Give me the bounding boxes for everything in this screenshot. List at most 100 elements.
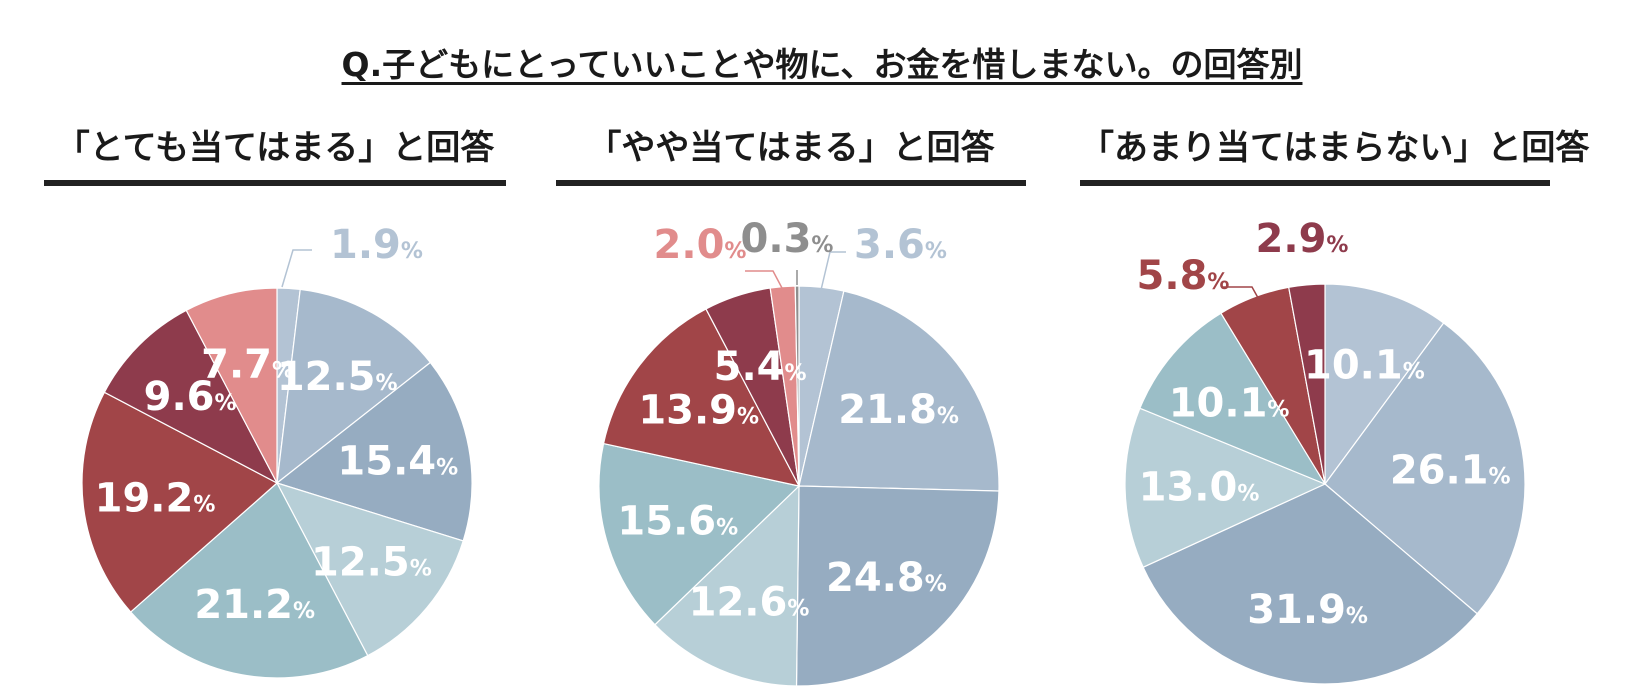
pie-1-slice-3: [275, 361, 473, 542]
panel-title-1: 「とても当てはまる」と回答: [55, 128, 495, 168]
pie-1-label-1: 1.9%: [330, 222, 423, 268]
pie-1-label-3: 15.4%: [337, 439, 458, 485]
pie-2-label-1-value: 3.6: [854, 222, 925, 268]
pie-2-label-6: 13.9%: [638, 388, 759, 434]
pie-3-label-2-unit: %: [1489, 465, 1511, 490]
pie-1-leader-1: [281, 249, 312, 288]
pie-chart-2: 3.6%21.8%24.8%12.6%15.6%13.9%5.4%2.0%0.3…: [598, 216, 1000, 687]
pie-3-slice-1: [1324, 283, 1445, 486]
pie-2-label-7-unit: %: [785, 361, 807, 386]
pie-3-label-1: 10.1%: [1304, 342, 1425, 388]
pie-2-label-2-unit: %: [937, 404, 959, 429]
pie-2-slice-5: [598, 442, 801, 626]
pie-2-label-1-unit: %: [925, 239, 947, 264]
pie-3-label-6-value: 5.8: [1137, 253, 1208, 299]
pie-1-slice-2: [276, 288, 432, 485]
pie-1-label-6: 19.2%: [95, 476, 216, 522]
pie-3-label-1-value: 10.1: [1304, 342, 1403, 388]
pie-2-label-1: 3.6%: [854, 222, 947, 268]
pie-1-label-8: 7.7%: [201, 342, 294, 388]
pie-1-label-7-value: 9.6: [144, 374, 215, 420]
pie-2-label-3-value: 24.8: [826, 555, 925, 601]
pie-2-label-3-unit: %: [925, 572, 947, 597]
pie-1-label-1-value: 1.9: [330, 222, 401, 268]
pie-2-slice-6: [602, 308, 801, 487]
pie-1-label-3-value: 15.4: [337, 439, 436, 485]
pie-1-label-2: 12.5%: [277, 354, 398, 400]
pie-1-label-1-unit: %: [401, 239, 423, 264]
pie-2-label-9-value: 0.3: [741, 216, 812, 262]
pie-2-label-4-unit: %: [787, 597, 809, 622]
pie-1-slice-5: [129, 482, 369, 679]
pie-2-label-7-value: 5.4: [714, 344, 785, 390]
pie-1-label-5-value: 21.2: [194, 582, 293, 628]
pie-1-slice-4: [275, 481, 464, 657]
panel-title-2: 「やや当てはまる」と回答: [587, 128, 995, 168]
pie-3-label-5: 10.1%: [1169, 380, 1290, 426]
pie-3-slice-2: [1324, 322, 1526, 615]
main-title-text: Q.子どもにとっていいことや物に、お金を惜しまない。の回答別: [341, 45, 1303, 84]
pie-3-label-7-unit: %: [1326, 233, 1348, 258]
pie-2-label-8: 2.0%: [654, 222, 747, 268]
pie-1-slice-8: [185, 287, 278, 484]
pie-2-label-2-value: 21.8: [838, 387, 937, 433]
pie-3-label-6-unit: %: [1207, 270, 1229, 295]
pie-3-slice-5: [1139, 312, 1327, 486]
pie-1-label-2-value: 12.5: [277, 354, 376, 400]
pie-3-leader-6: [1223, 286, 1263, 306]
pie-2-label-9: 0.3%: [741, 216, 834, 262]
panel-rule-3: [1080, 180, 1550, 186]
pie-1-label-3-unit: %: [436, 456, 458, 481]
pie-2-label-2: 21.8%: [838, 387, 959, 433]
pie-chart-3: 10.1%26.1%31.9%13.0%10.1%5.8%2.9%: [1124, 216, 1526, 685]
pie-2-label-7: 5.4%: [714, 344, 807, 390]
pie-1-label-7: 9.6%: [144, 374, 237, 420]
pie-3-label-3: 31.9%: [1247, 587, 1368, 633]
pie-3-label-4: 13.0%: [1139, 465, 1260, 511]
pie-chart-1: 1.9%12.5%15.4%12.5%21.2%19.2%9.6%7.7%: [81, 222, 473, 679]
pie-2-slice-9: [794, 285, 800, 487]
pie-3-label-4-value: 13.0: [1139, 465, 1238, 511]
pie-3-slice-7: [1288, 283, 1326, 485]
pie-2-slice-3: [795, 485, 1000, 687]
pie-1-label-4-unit: %: [410, 557, 432, 582]
pie-1-label-4: 12.5%: [311, 540, 432, 586]
pie-3-label-1-unit: %: [1403, 359, 1425, 384]
pie-2-label-8-unit: %: [724, 239, 746, 264]
pie-1-label-7-unit: %: [215, 391, 237, 416]
pie-2-label-5-value: 15.6: [617, 498, 716, 544]
pie-2-slice-2: [798, 290, 1000, 492]
pie-1-label-8-unit: %: [272, 359, 294, 384]
pie-2-label-8-value: 2.0: [654, 222, 725, 268]
pie-2-slice-4: [654, 484, 800, 687]
pie-1-slice-7: [103, 309, 279, 485]
pie-2-label-6-value: 13.9: [638, 388, 737, 434]
pie-2-label-9-unit: %: [811, 233, 833, 258]
pie-3-slice-3: [1142, 483, 1479, 685]
pie-1-label-5: 21.2%: [194, 582, 315, 628]
pie-2-leader-1: [820, 251, 846, 291]
pie-3-label-2-value: 26.1: [1390, 448, 1489, 494]
panel-rule-2: [556, 180, 1026, 186]
pie-1-label-6-unit: %: [193, 493, 215, 518]
pie-1-label-4-value: 12.5: [311, 540, 410, 586]
pie-3-label-7: 2.9%: [1256, 216, 1349, 262]
pie-2-label-6-unit: %: [737, 405, 759, 430]
pie-2-label-4-value: 12.6: [689, 580, 788, 626]
pie-3-label-5-value: 10.1: [1169, 380, 1268, 426]
pie-3-slice-4: [1124, 407, 1327, 569]
main-title: Q.子どもにとっていいことや物に、お金を惜しまない。の回答別: [0, 38, 1644, 86]
pie-2-leader-8: [745, 270, 783, 289]
pie-3-label-6: 5.8%: [1137, 253, 1230, 299]
pie-2-label-3: 24.8%: [826, 555, 947, 601]
pie-1-label-2-unit: %: [376, 371, 398, 396]
pie-2-label-4: 12.6%: [689, 580, 810, 626]
pie-3-label-5-unit: %: [1267, 397, 1289, 422]
panel-rule-1: [44, 180, 506, 186]
pie-1-label-8-value: 7.7: [201, 342, 272, 388]
panel-title-3: 「あまり当てはまらない」と回答: [1080, 128, 1590, 168]
pie-2-label-5-unit: %: [716, 515, 738, 540]
pie-3-label-3-unit: %: [1346, 604, 1368, 629]
pie-3-label-7-value: 2.9: [1256, 216, 1327, 262]
